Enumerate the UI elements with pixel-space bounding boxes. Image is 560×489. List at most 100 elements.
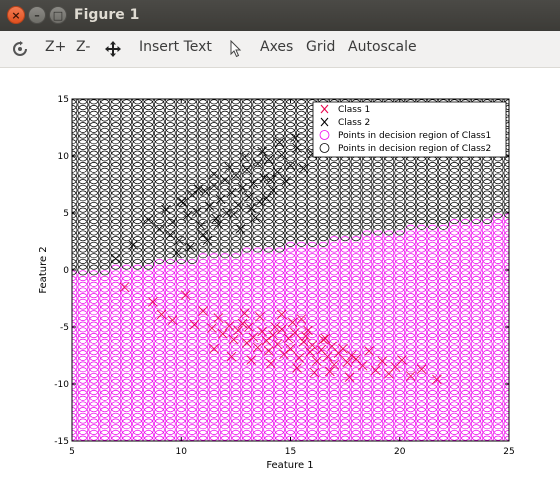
region1-marker <box>339 281 351 293</box>
region1-marker <box>438 304 449 316</box>
region1-marker <box>197 281 209 293</box>
region2-marker <box>285 196 296 207</box>
region2-marker <box>88 247 100 259</box>
region2-marker <box>372 207 384 219</box>
region1-marker <box>438 224 449 236</box>
autoscale-button[interactable]: Autoscale <box>348 39 417 55</box>
region1-marker <box>175 372 187 384</box>
region1-marker <box>121 350 132 361</box>
class1-point <box>246 355 256 365</box>
region1-marker <box>470 338 482 350</box>
region1-marker <box>110 293 122 304</box>
region1-marker <box>263 429 274 441</box>
region1-marker <box>372 327 384 339</box>
region2-marker <box>230 230 242 242</box>
region2-marker <box>77 99 89 111</box>
region1-marker <box>394 412 406 424</box>
region2-marker <box>241 127 253 139</box>
region1-marker <box>88 293 100 304</box>
region2-marker <box>88 162 100 173</box>
region1-marker <box>427 253 438 264</box>
region2-marker <box>252 241 264 253</box>
region1-marker <box>405 264 417 276</box>
region1-marker <box>449 418 460 430</box>
region2-marker <box>263 156 274 168</box>
maximize-window-button[interactable]: □ <box>49 6 67 24</box>
region1-marker <box>186 338 198 350</box>
region1-marker <box>230 287 242 299</box>
axes-button[interactable]: Axes <box>260 39 294 55</box>
region2-marker <box>317 207 329 219</box>
region2-marker <box>143 122 154 133</box>
region1-marker <box>470 367 482 378</box>
region2-marker <box>164 236 176 247</box>
region1-marker <box>263 270 274 282</box>
region1-marker <box>274 429 285 441</box>
region2-marker <box>77 116 89 128</box>
region1-marker <box>72 287 78 299</box>
region2-marker <box>230 247 242 259</box>
region2-marker <box>164 99 176 111</box>
region1-marker <box>219 310 231 321</box>
region1-marker <box>274 378 285 390</box>
region1-marker <box>230 293 242 304</box>
region2-marker <box>88 105 100 116</box>
region1-marker <box>99 412 111 424</box>
class2-point <box>202 235 213 246</box>
region1-marker <box>252 315 264 327</box>
region1-marker <box>154 401 165 413</box>
insert-text-button[interactable]: Insert Text <box>139 39 212 55</box>
region2-marker <box>383 201 395 213</box>
rotate-icon[interactable] <box>11 40 29 58</box>
zoom-in-button[interactable]: Z+ <box>45 39 67 55</box>
region1-marker <box>164 390 176 401</box>
class1-point <box>233 325 243 336</box>
region1-marker <box>219 304 231 316</box>
region1-marker <box>274 298 285 310</box>
class1-point <box>338 343 348 354</box>
region2-marker <box>492 196 504 207</box>
region2-marker <box>72 230 78 242</box>
region1-marker <box>328 310 340 321</box>
region1-marker <box>143 344 154 356</box>
region2-marker <box>230 156 242 168</box>
region1-marker <box>72 384 78 396</box>
region2-marker <box>470 162 482 173</box>
region2-marker <box>143 258 154 270</box>
region2-marker <box>252 224 264 236</box>
region1-marker <box>241 429 253 441</box>
region2-marker <box>208 196 220 207</box>
close-window-button[interactable]: × <box>7 6 25 24</box>
region1-marker <box>317 435 329 441</box>
class1-point <box>119 282 130 292</box>
region1-marker <box>263 247 274 259</box>
region1-marker <box>219 424 231 435</box>
region2-marker <box>459 173 471 185</box>
region1-marker <box>405 293 417 304</box>
pointer-icon[interactable] <box>229 40 243 58</box>
grid-button[interactable]: Grid <box>306 39 336 55</box>
figure-canvas[interactable]: 5 10 15 20 25 -15 -10 -5 0 5 10 15 Feature 1 Featur… <box>0 68 560 489</box>
region2-marker <box>350 190 362 202</box>
region1-marker <box>317 327 329 339</box>
region2-marker <box>394 190 406 202</box>
region2-marker <box>328 167 340 179</box>
region2-marker <box>230 110 242 122</box>
pan-arrows-icon[interactable] <box>104 40 122 58</box>
region1-marker <box>416 355 427 367</box>
region1-marker <box>197 293 209 304</box>
region1-marker <box>438 372 449 384</box>
region2-marker <box>164 179 176 190</box>
zoom-out-button[interactable]: Z- <box>76 39 91 55</box>
region1-marker <box>219 344 231 356</box>
region1-marker <box>307 407 318 418</box>
region2-marker <box>72 127 78 139</box>
region2-marker <box>252 116 264 128</box>
minimize-window-button[interactable]: – <box>28 6 46 24</box>
region1-marker <box>99 429 111 441</box>
region2-marker <box>208 207 220 219</box>
region2-marker <box>186 99 198 105</box>
region1-marker <box>372 304 384 316</box>
region2-marker <box>72 167 78 179</box>
